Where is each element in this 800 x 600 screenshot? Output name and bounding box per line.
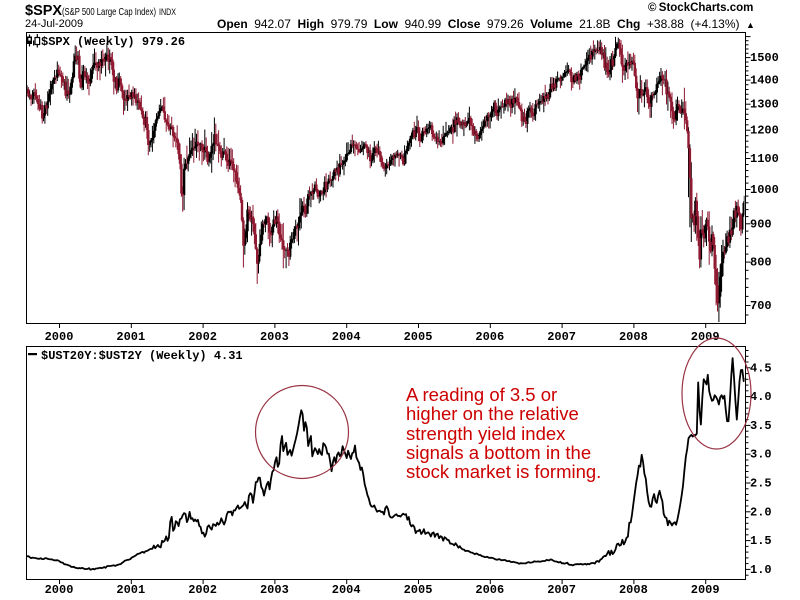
svg-text:2009: 2009 xyxy=(691,583,720,597)
svg-text:2001: 2001 xyxy=(116,330,145,344)
svg-text:1.0: 1.0 xyxy=(750,563,772,577)
svg-text:2001: 2001 xyxy=(116,583,145,597)
svg-text:2003: 2003 xyxy=(260,330,289,344)
svg-text:4.5: 4.5 xyxy=(750,361,772,375)
svg-text:3.5: 3.5 xyxy=(750,419,772,433)
svg-text:1200: 1200 xyxy=(750,124,779,138)
svg-text:2006: 2006 xyxy=(475,583,504,597)
svg-text:1500: 1500 xyxy=(750,51,779,65)
svg-text:2000: 2000 xyxy=(45,330,74,344)
svg-text:700: 700 xyxy=(750,299,772,313)
svg-text:2007: 2007 xyxy=(547,330,576,344)
svg-text:2002: 2002 xyxy=(188,330,217,344)
svg-text:1000: 1000 xyxy=(750,183,779,197)
svg-text:2.5: 2.5 xyxy=(750,477,772,491)
svg-text:2.0: 2.0 xyxy=(750,505,772,519)
svg-text:2008: 2008 xyxy=(619,583,648,597)
svg-text:2005: 2005 xyxy=(404,330,433,344)
svg-text:$UST20Y:$UST2Y (Weekly) 4.31: $UST20Y:$UST2Y (Weekly) 4.31 xyxy=(41,349,243,363)
svg-text:1400: 1400 xyxy=(750,74,779,88)
svg-text:2000: 2000 xyxy=(45,583,74,597)
svg-text:1.5: 1.5 xyxy=(750,534,772,548)
svg-text:900: 900 xyxy=(750,217,772,231)
svg-text:2009: 2009 xyxy=(691,330,720,344)
svg-text:1100: 1100 xyxy=(750,152,779,166)
svg-text:1300: 1300 xyxy=(750,98,779,112)
svg-text:2007: 2007 xyxy=(547,583,576,597)
svg-text:2004: 2004 xyxy=(332,583,361,597)
svg-text:800: 800 xyxy=(750,256,772,270)
svg-text:2002: 2002 xyxy=(188,583,217,597)
svg-text:2008: 2008 xyxy=(619,330,648,344)
svg-text:3.0: 3.0 xyxy=(750,448,772,462)
svg-text:$SPX (Weekly) 979.26: $SPX (Weekly) 979.26 xyxy=(41,35,185,49)
svg-text:4.0: 4.0 xyxy=(750,390,772,404)
svg-text:2004: 2004 xyxy=(332,330,361,344)
svg-text:2003: 2003 xyxy=(260,583,289,597)
svg-text:2005: 2005 xyxy=(404,583,433,597)
svg-text:2006: 2006 xyxy=(475,330,504,344)
